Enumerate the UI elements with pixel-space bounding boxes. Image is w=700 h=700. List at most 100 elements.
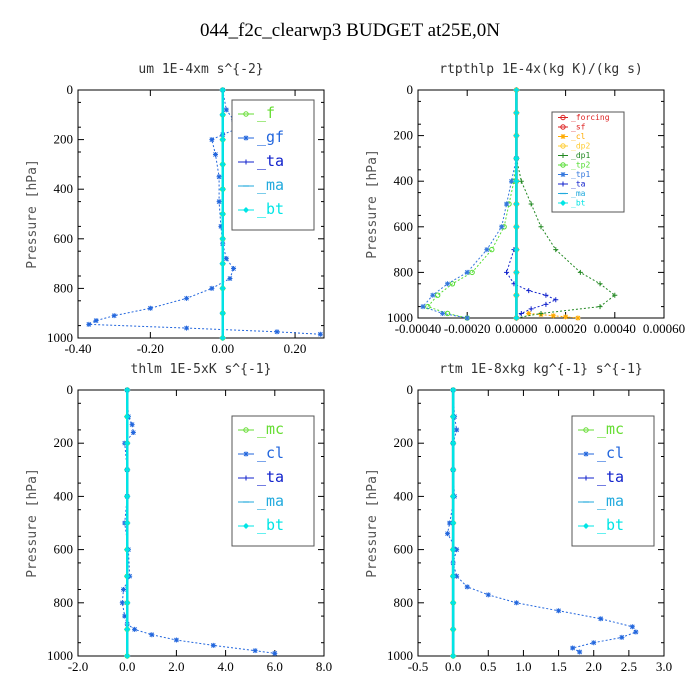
data-point	[219, 235, 226, 242]
legend-entry-label: _ma	[257, 176, 284, 194]
data-point	[543, 301, 549, 307]
data-point	[454, 573, 460, 579]
legend-entry-label: _bt	[257, 516, 284, 534]
legend-entry-label: _bt	[597, 516, 624, 534]
y-tick-label: 1000	[387, 648, 413, 663]
data-point	[274, 329, 280, 335]
data-point	[464, 584, 470, 590]
data-point	[469, 269, 475, 276]
series-bt	[450, 387, 457, 659]
y-tick-label: 600	[394, 219, 414, 234]
data-point	[612, 292, 618, 298]
data-point	[252, 648, 258, 654]
data-point	[538, 224, 544, 230]
data-point	[450, 440, 457, 447]
data-point	[513, 223, 520, 230]
data-point	[485, 592, 491, 598]
x-tick-label: -2.0	[68, 659, 89, 674]
data-point	[209, 285, 215, 291]
data-point	[173, 637, 179, 643]
data-point	[513, 155, 520, 162]
data-point	[450, 493, 457, 500]
x-tick-label: 0.00040	[594, 321, 636, 336]
data-point	[223, 256, 229, 262]
x-tick-label: 0.00000	[495, 321, 537, 336]
legend-sample-marker	[560, 153, 566, 158]
series-line	[446, 389, 637, 653]
plot-frame	[417, 389, 665, 657]
x-tick-label: 2.0	[168, 659, 184, 674]
data-point	[464, 315, 470, 321]
data-point	[538, 310, 544, 316]
data-point	[223, 107, 229, 113]
y-tick-label: 400	[54, 488, 74, 503]
legend-entry-label: _dp2	[571, 142, 590, 151]
data-point	[219, 310, 226, 317]
legend-sample-marker	[243, 475, 249, 481]
x-tick-label: 2.5	[621, 659, 637, 674]
data-point	[489, 246, 495, 253]
data-point	[212, 151, 218, 157]
legend-entry-label: _ma	[571, 189, 586, 198]
data-point	[591, 640, 597, 646]
data-point	[227, 275, 233, 281]
legend-entry-label: _dp1	[571, 151, 590, 160]
data-point	[450, 573, 457, 580]
data-point	[553, 247, 559, 253]
x-tick-label: 0.20	[284, 341, 307, 356]
legend-sample-marker	[583, 451, 589, 457]
panel-title: rtm 1E-8xkg kg^{-1} s^{-1}	[439, 362, 643, 377]
data-point	[272, 650, 278, 656]
data-point	[447, 520, 453, 526]
y-tick-label: 0	[407, 382, 414, 397]
legend-entry-label: _cl	[571, 132, 586, 141]
legend-entry-label: _forcing	[571, 113, 610, 122]
x-tick-label: 0.0	[445, 659, 461, 674]
data-point	[513, 269, 520, 276]
data-point	[504, 201, 510, 207]
data-point	[209, 137, 215, 143]
legend-sample-marker	[583, 523, 589, 529]
legend: _forcing_sf_cl_dp2_dp1_tp2_tp1_ta_ma_bt	[551, 111, 625, 213]
data-point	[543, 292, 549, 298]
data-point	[132, 626, 138, 632]
y-tick-label: 200	[394, 435, 414, 450]
y-axis-label: Pressure [hPa]	[25, 159, 40, 269]
legend-sample-marker	[243, 111, 249, 117]
data-point	[513, 292, 520, 299]
data-point	[124, 413, 131, 420]
data-point	[149, 632, 155, 638]
legend-sample-marker	[243, 135, 249, 141]
legend-sample-marker	[583, 475, 589, 481]
y-tick-label: 0	[67, 82, 74, 97]
data-point	[513, 109, 520, 116]
legend-sample-marker	[243, 159, 249, 165]
legend-sample-marker	[560, 200, 566, 206]
data-point	[124, 387, 131, 393]
legend-entry-label: _ta	[257, 152, 284, 170]
y-tick-label: 200	[54, 132, 74, 147]
x-tick-label: 8.0	[316, 659, 332, 674]
data-point	[124, 520, 131, 526]
x-tick-label: 0.5	[480, 659, 496, 674]
legend-entry-label: _sf	[571, 123, 586, 132]
y-axis-label: Pressure [hPa]	[365, 468, 380, 578]
data-point	[553, 297, 559, 303]
data-point	[124, 440, 131, 447]
series-line	[422, 158, 517, 319]
data-point	[124, 466, 131, 473]
data-point	[124, 653, 131, 659]
data-point	[454, 547, 460, 553]
panel-title: um 1E-4xm s^{-2}	[138, 62, 263, 77]
data-point	[598, 616, 604, 622]
data-point	[577, 269, 583, 275]
data-point	[440, 310, 446, 316]
data-point	[575, 315, 581, 321]
data-point	[130, 430, 136, 436]
y-tick-label: 200	[54, 435, 74, 450]
data-point	[445, 531, 451, 537]
legend-entry-label: _tp1	[571, 170, 590, 179]
data-point	[124, 546, 131, 553]
x-tick-label: 3.0	[656, 659, 672, 674]
